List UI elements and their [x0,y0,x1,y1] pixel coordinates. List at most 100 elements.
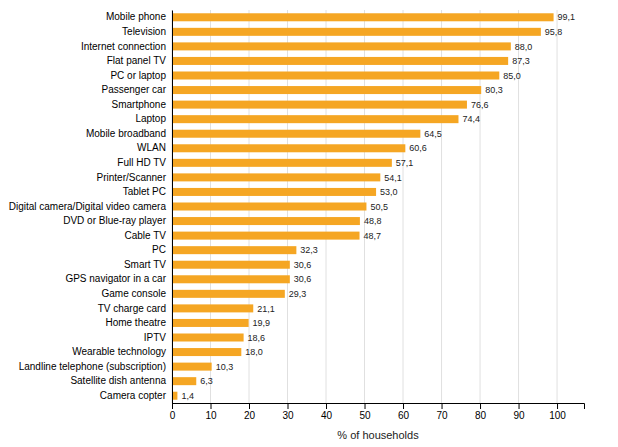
y-tick: Mobile broadband [86,128,166,139]
y-tick: WLAN [137,142,166,153]
data-label: 95,8 [545,27,563,37]
data-label: 88,0 [515,42,533,52]
x-tick: 50 [359,403,371,421]
y-tick: Smartphone [112,99,167,110]
y-tick-label: Laptop [135,113,166,124]
y-tick-label: Tablet PC [123,186,166,197]
data-label: 99,1 [558,12,576,22]
data-label: 57,1 [396,158,414,168]
y-tick-label: PC or laptop [110,70,166,81]
x-tick-label: 60 [398,410,410,421]
data-label: 6,3 [200,376,213,386]
x-tick: 100 [549,403,566,421]
x-tick-mark [326,403,327,409]
y-tick: Printer/Scanner [97,172,167,183]
y-tick-label: Cable TV [124,230,166,241]
x-tick-mark [403,403,404,409]
data-label: 74,4 [462,114,480,124]
chart-container: 1,46,310,318,018,619,921,129,330,630,632… [0,0,618,447]
bar [172,115,458,123]
y-tick: IPTV [144,332,167,343]
data-label: 50,5 [370,202,388,212]
data-label: 19,9 [253,318,271,328]
x-tick-mark [480,403,481,409]
x-tick-label: 40 [321,410,333,421]
bar [172,130,420,138]
data-label: 85,0 [503,71,521,81]
y-tick: Landline telephone (subscription) [19,361,166,372]
y-tick: Flat panel TV [107,55,167,66]
bar [172,42,511,50]
x-tick-label: 50 [359,410,371,421]
data-label: 29,3 [289,289,307,299]
x-tick: 80 [475,403,487,421]
x-tick: 30 [282,403,294,421]
bar [172,304,253,312]
data-label: 1,4 [181,391,194,401]
y-tick: TV charge card [98,303,166,314]
y-tick-label: Satellite dish antenna [70,375,166,386]
data-label: 76,6 [471,100,489,110]
x-tick: 90 [513,403,525,421]
chart: 1,46,310,318,018,619,921,129,330,630,632… [0,0,618,447]
bar [172,246,296,254]
y-tick-label: Full HD TV [117,157,166,168]
y-tick-label: Camera copter [100,390,167,401]
data-label: 60,6 [409,143,427,153]
bar [172,319,249,327]
y-tick: Cable TV [124,230,166,241]
bar [172,261,290,269]
x-tick-label: 30 [282,410,294,421]
bar [172,101,467,109]
data-label: 32,3 [300,245,318,255]
y-tick-label: Flat panel TV [107,55,167,66]
x-tick: 60 [398,403,410,421]
y-tick: Wearable technology [72,346,166,357]
y-tick: Passenger car [102,84,167,95]
bar [172,28,541,36]
x-tick-label: 10 [205,410,217,421]
x-tick-label: 100 [549,410,566,421]
y-tick-label: PC [152,244,166,255]
data-label: 10,3 [216,362,234,372]
y-tick: Mobile phone [106,11,166,22]
grid-line [518,10,519,403]
bar [172,57,508,65]
y-tick-label: IPTV [144,332,167,343]
bar [172,71,499,79]
y-tick-label: Game console [102,288,167,299]
data-label: 64,5 [424,129,442,139]
y-tick-label: Television [122,26,166,37]
data-label: 87,3 [512,56,530,66]
x-axis-line [173,404,585,410]
data-label: 54,1 [384,173,402,183]
y-tick-label: Landline telephone (subscription) [19,361,166,372]
data-label: 21,1 [257,304,275,314]
y-tick: Television [122,26,166,37]
y-tick-label: DVD or Blue-ray player [63,215,166,226]
x-tick: 40 [321,403,333,421]
bar [172,217,360,225]
x-tick: 70 [436,403,448,421]
x-tick-label: 20 [244,410,256,421]
y-tick-label: Home theatre [105,317,166,328]
bar [172,144,405,152]
x-tick-mark [211,403,212,409]
grid-line [557,10,558,403]
y-tick: Internet connection [81,41,166,52]
bar [172,159,392,167]
x-tick-label: 70 [436,410,448,421]
y-tick-label: GPS navigator in a car [65,273,166,284]
y-tick-label: Wearable technology [72,346,166,357]
x-tick: 0 [170,403,176,421]
x-tick-mark [249,403,250,409]
x-tick-mark [288,403,289,409]
y-tick-label: Passenger car [102,84,167,95]
grid-line [403,10,404,403]
data-label: 18,0 [245,347,263,357]
y-tick: Digital camera/Digital video camera [9,201,167,212]
x-tick-label: 0 [170,410,176,421]
bar [172,188,376,196]
y-tick: PC or laptop [110,70,166,81]
data-labels: 1,46,310,318,018,619,921,129,330,630,632… [181,12,575,400]
